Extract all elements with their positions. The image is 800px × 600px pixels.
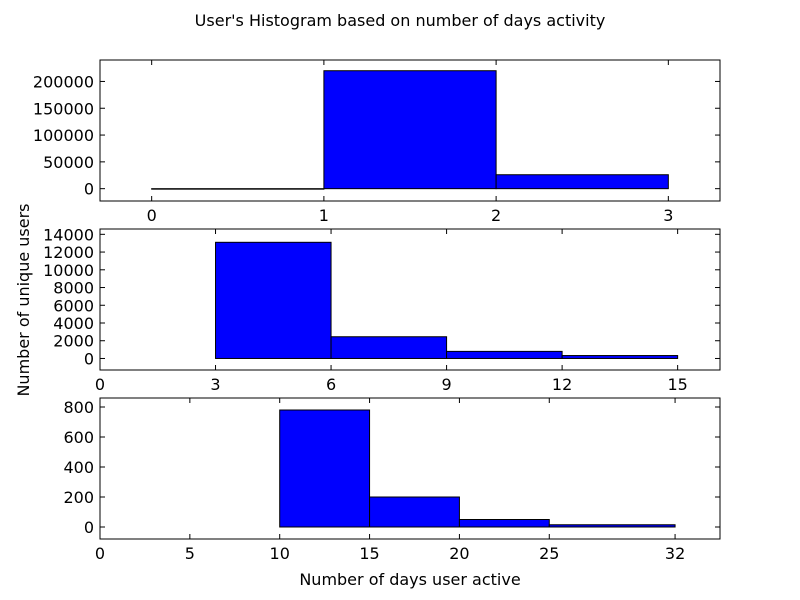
x-tick-label: 0 — [95, 544, 105, 563]
histogram-bar — [495, 174, 669, 190]
x-axis-label: Number of days user active — [299, 570, 520, 589]
y-tick-label: 400 — [63, 458, 94, 477]
x-tick-label: 15 — [359, 544, 379, 563]
histogram-bar — [215, 241, 332, 359]
x-tick-label: 2 — [491, 206, 501, 225]
y-tick-label: 100000 — [33, 126, 94, 145]
x-tick-label: 12 — [552, 375, 572, 394]
x-tick-label: 3 — [663, 206, 673, 225]
x-tick-label: 5 — [185, 544, 195, 563]
histogram-bar — [323, 70, 497, 190]
y-tick-label: 0 — [84, 349, 94, 368]
y-tick-label: 800 — [63, 398, 94, 417]
x-tick-label: 20 — [449, 544, 469, 563]
axes-frame — [99, 59, 721, 202]
y-tick-label: 0 — [84, 180, 94, 199]
y-tick-label: 10000 — [43, 261, 94, 280]
y-tick-label: 2000 — [53, 332, 94, 351]
histogram-bar — [151, 188, 325, 190]
y-tick-label: 200000 — [33, 72, 94, 91]
y-tick-label: 12000 — [43, 243, 94, 262]
histogram-bar — [561, 355, 679, 359]
y-tick-label: 8000 — [53, 279, 94, 298]
histogram-bar — [458, 519, 550, 528]
figure-title: User's Histogram based on number of days… — [195, 11, 606, 30]
y-tick-label: 200 — [63, 488, 94, 507]
y-tick-label: 14000 — [43, 225, 94, 244]
histogram-bar — [446, 350, 563, 359]
axes-frame — [99, 397, 721, 540]
histogram-bar — [330, 336, 448, 359]
histogram-bar — [369, 496, 460, 528]
x-tick-label: 3 — [210, 375, 220, 394]
x-tick-label: 15 — [667, 375, 687, 394]
axes-frame — [99, 228, 721, 371]
y-tick-label: 4000 — [53, 314, 94, 333]
x-tick-label: 1 — [319, 206, 329, 225]
x-tick-label: 32 — [665, 544, 685, 563]
histogram-bar — [279, 409, 371, 528]
x-tick-label: 9 — [441, 375, 451, 394]
x-tick-label: 6 — [326, 375, 336, 394]
subplot-3: 0 5 10 15 20 25 32 0 200 400 600 800 — [63, 397, 721, 563]
x-tick-label: 10 — [270, 544, 290, 563]
x-tick-label: 25 — [539, 544, 559, 563]
y-tick-label: 150000 — [33, 99, 94, 118]
y-tick-label: 600 — [63, 428, 94, 447]
histogram-bar — [548, 524, 676, 528]
subplot-1: 0 1 2 3 0 50000 100000 150000 200000 — [33, 59, 721, 225]
y-tick-label: 6000 — [53, 296, 94, 315]
x-tick-label: 0 — [95, 375, 105, 394]
y-tick-label: 0 — [84, 518, 94, 537]
y-tick-label: 50000 — [43, 153, 94, 172]
y-axis-label: Number of unique users — [14, 203, 33, 396]
x-tick-label: 0 — [147, 206, 157, 225]
